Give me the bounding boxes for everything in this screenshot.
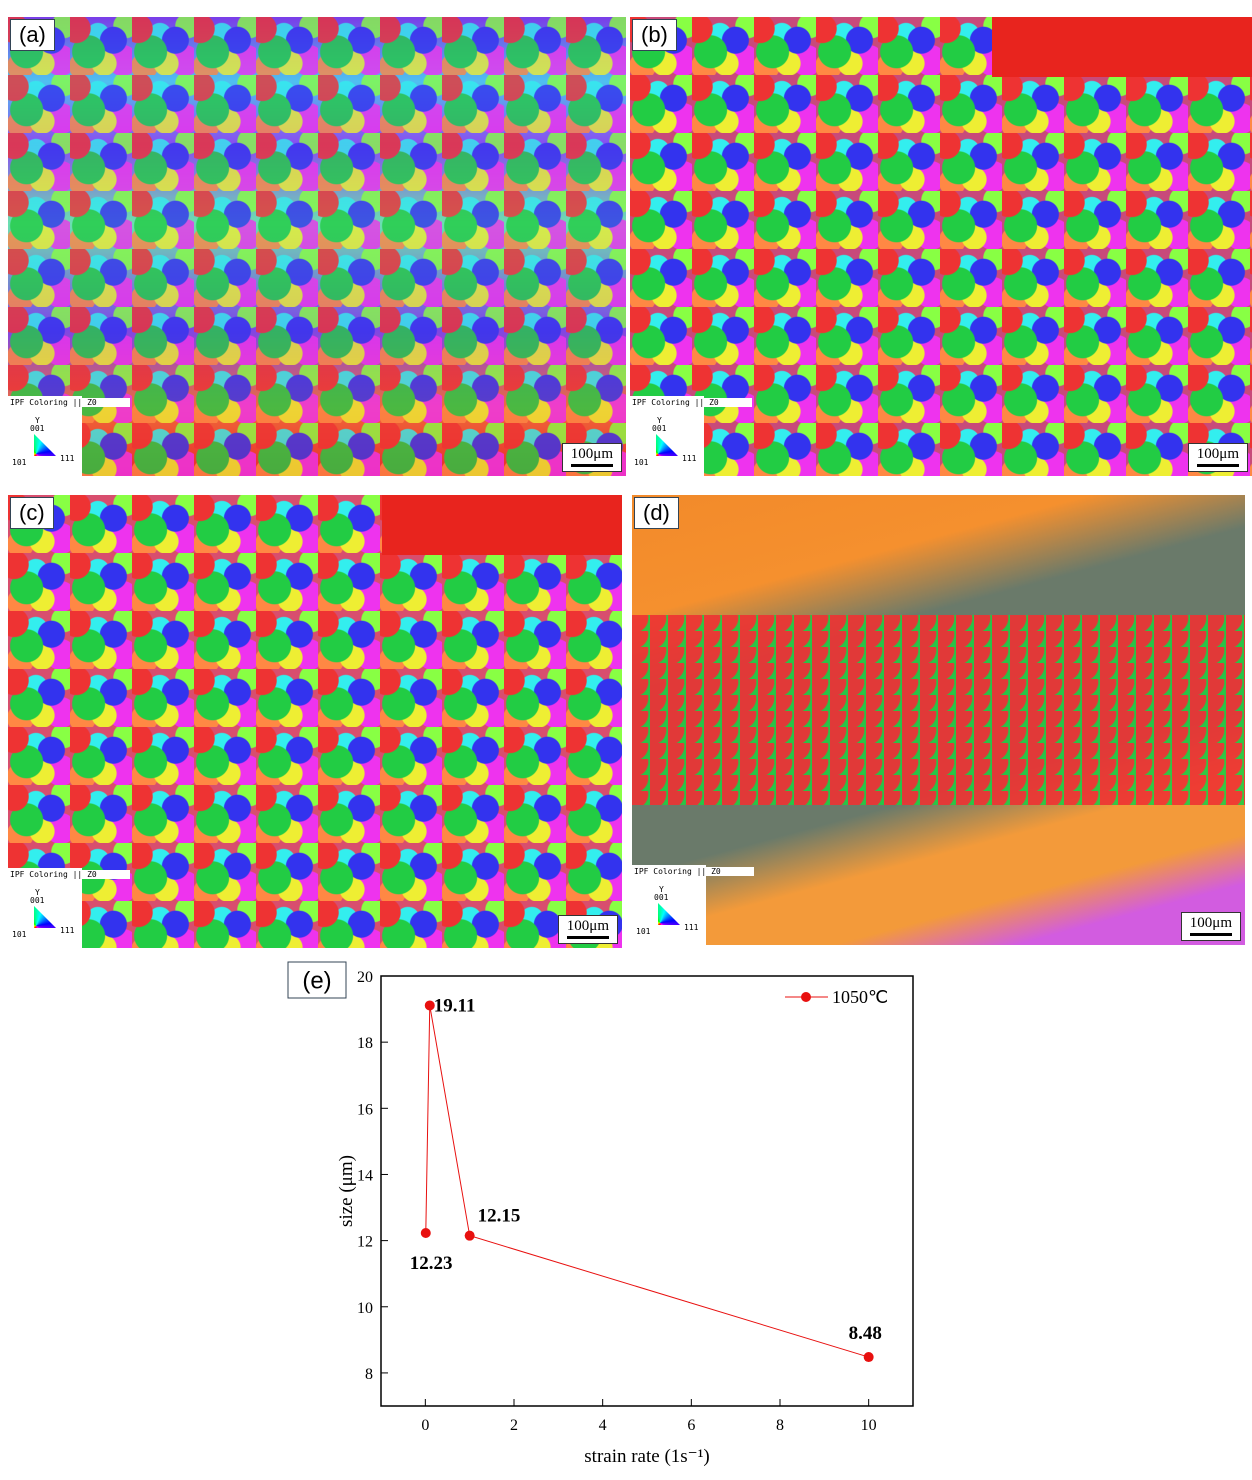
x-tick-label: 0 xyxy=(421,1417,429,1434)
data-point xyxy=(863,1352,874,1363)
panel-label: (d) xyxy=(634,497,679,529)
panel-label: (a) xyxy=(10,19,55,51)
ipf-corner: 001 xyxy=(652,424,667,433)
scale-bar: 100μm xyxy=(1187,443,1248,472)
data-point xyxy=(420,1228,431,1239)
ebsd-map: (a) IPF Coloring || Z0 Y 001 101 111 100μm xyxy=(8,17,626,476)
ipf-corner: 111 xyxy=(60,454,75,463)
ipf-corner: 101 xyxy=(634,458,649,467)
x-tick-label: 2 xyxy=(510,1417,518,1434)
scale-bar: 100μm xyxy=(561,443,622,472)
y-tick-label: 20 xyxy=(357,969,373,986)
ipf-corner: 001 xyxy=(30,424,45,433)
x-tick-label: 6 xyxy=(687,1417,695,1434)
x-tick-label: 10 xyxy=(861,1417,877,1434)
grain-region xyxy=(992,17,1252,77)
ipf-legend: IPF Coloring || Z0 Y 001 101 111 xyxy=(632,865,754,945)
y-axis-label: size (μm) xyxy=(336,1155,357,1227)
x-tick-label: 4 xyxy=(599,1417,607,1434)
y-tick-label: 14 xyxy=(357,1167,373,1184)
ipf-title: IPF Coloring || Z0 xyxy=(10,398,130,407)
ipf-corner: 001 xyxy=(654,893,669,902)
ipf-axis: Y xyxy=(35,888,40,897)
y-tick-label: 18 xyxy=(357,1035,373,1052)
ipf-corner: 101 xyxy=(636,927,651,936)
legend-marker xyxy=(801,992,811,1002)
series-line xyxy=(425,1005,869,1358)
data-label: 12.23 xyxy=(410,1253,453,1274)
panel-label: (c) xyxy=(10,497,54,529)
ipf-corner: 111 xyxy=(682,454,697,463)
scale-bar: 100μm xyxy=(557,915,618,944)
ipf-corner: 111 xyxy=(684,923,699,932)
ipf-axis: Y xyxy=(659,885,664,894)
data-label: 12.15 xyxy=(478,1206,521,1227)
ebsd-map: (d) IPF Coloring || Z0 Y 001 101 111 100μm xyxy=(632,495,1245,945)
data-point xyxy=(464,1230,475,1241)
ipf-corner: 101 xyxy=(12,458,27,467)
y-tick-label: 10 xyxy=(357,1300,373,1317)
data-point xyxy=(424,1000,435,1011)
ipf-legend: IPF Coloring || Z0 Y 001 101 111 xyxy=(630,396,752,476)
ebsd-map: (b) IPF Coloring || Z0 Y 001 101 111 100μm xyxy=(630,17,1252,476)
scale-bar: 100μm xyxy=(1180,912,1241,941)
ipf-corner: 101 xyxy=(12,930,27,939)
ipf-title: IPF Coloring || Z0 xyxy=(10,870,130,879)
ipf-axis: Y xyxy=(35,416,40,425)
ipf-title: IPF Coloring || Z0 xyxy=(632,398,752,407)
y-tick-label: 8 xyxy=(365,1366,373,1383)
data-label: 8.48 xyxy=(849,1323,882,1344)
x-axis-label: strain rate (1s⁻¹) xyxy=(584,1446,709,1467)
legend-label: 1050℃ xyxy=(832,987,888,1007)
ipf-legend: IPF Coloring || Z0 Y 001 101 111 xyxy=(8,396,130,476)
x-tick-label: 8 xyxy=(776,1417,784,1434)
ipf-corner: 111 xyxy=(60,926,75,935)
data-label: 19.11 xyxy=(434,995,476,1016)
y-tick-label: 16 xyxy=(357,1101,373,1118)
ipf-title: IPF Coloring || Z0 xyxy=(634,867,754,876)
ipf-corner: 001 xyxy=(30,896,45,905)
ipf-legend: IPF Coloring || Z0 Y 001 101 111 xyxy=(8,868,130,948)
plot-frame xyxy=(380,975,914,1407)
panel-label: (b) xyxy=(632,19,677,51)
ipf-axis: Y xyxy=(657,416,662,425)
grain-region xyxy=(382,495,622,555)
ebsd-map: (c) IPF Coloring || Z0 Y 001 101 111 100μm xyxy=(8,495,622,948)
y-tick-label: 12 xyxy=(357,1234,373,1251)
grain-texture xyxy=(632,615,1245,805)
panel-label-box xyxy=(287,961,347,999)
panel-label: (e) xyxy=(302,967,331,994)
